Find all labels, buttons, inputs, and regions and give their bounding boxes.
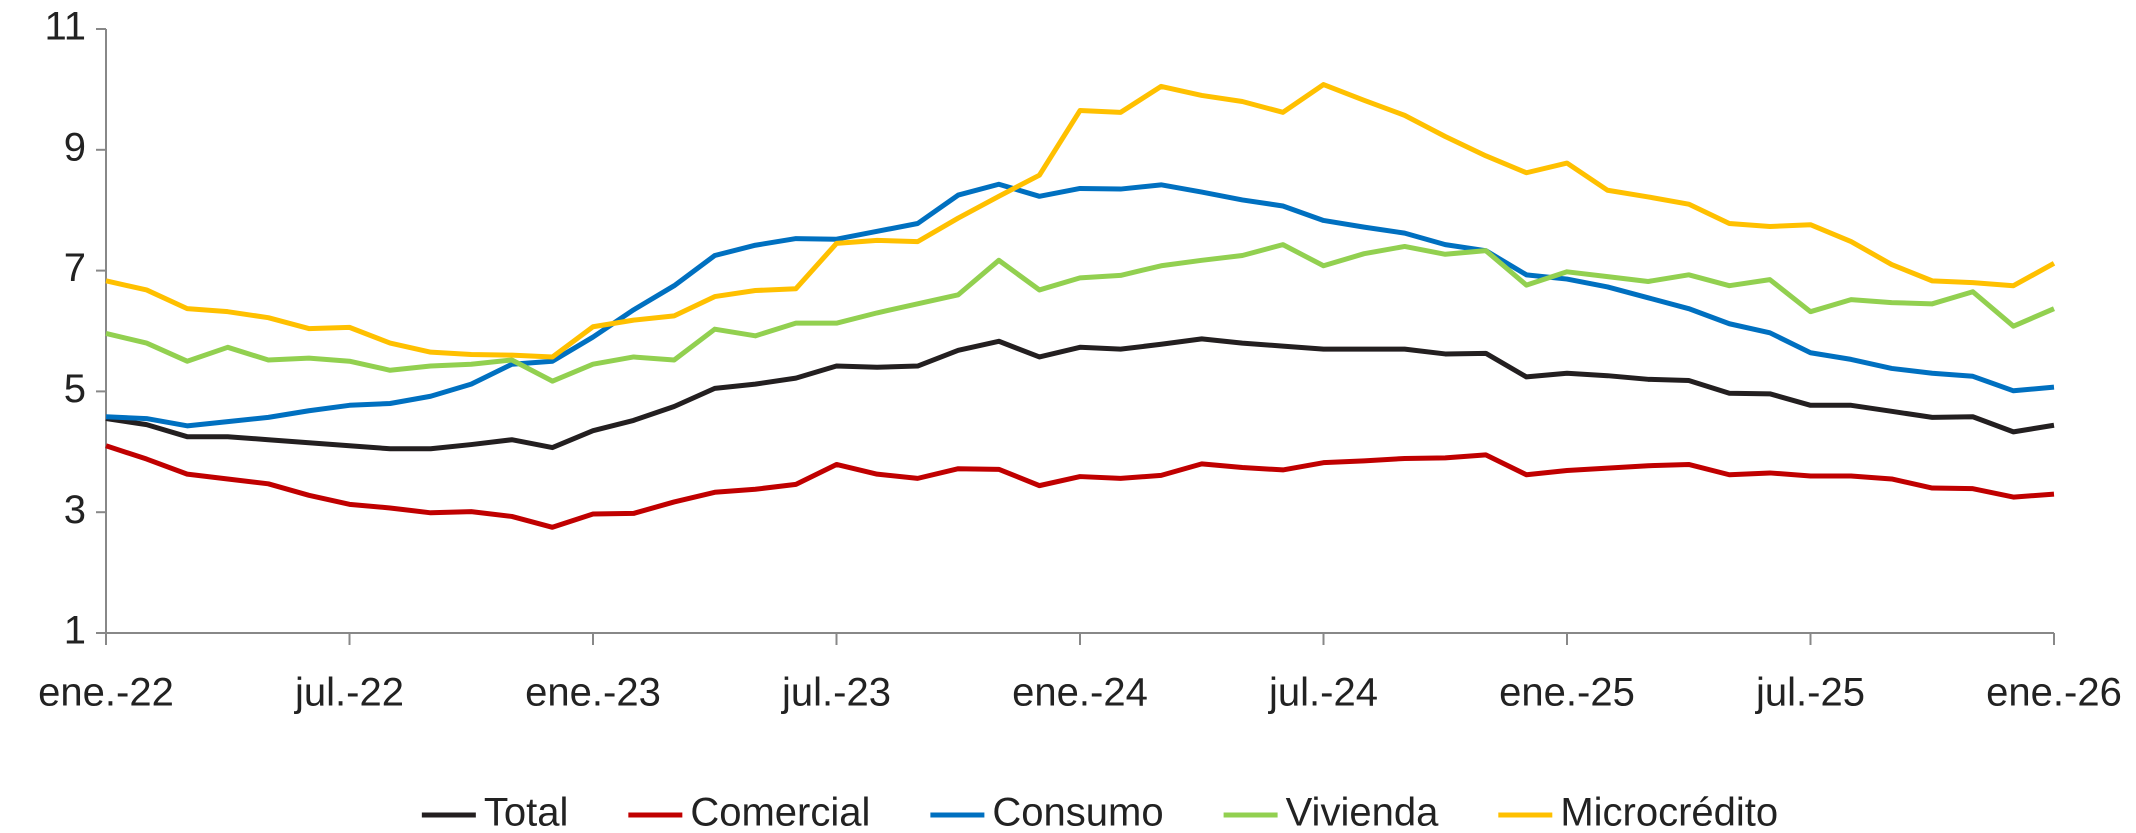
series-line [105,181,2055,429]
x-tick-label: jul.-22 [294,671,404,715]
y-tick-label: 9 [64,125,86,169]
y-tick-label: 11 [44,5,86,49]
x-tick-label: ene.-26 [1986,671,2122,715]
y-tick-label: 1 [64,609,86,653]
y-tick-label: 3 [64,488,86,532]
series-line [105,443,2055,530]
legend-label: Comercial [690,791,870,833]
x-tick-label: ene.-25 [1499,671,1635,715]
y-tick-label: 5 [64,367,86,411]
x-tick-label: ene.-22 [38,671,174,715]
legend-label: Consumo [992,791,1163,833]
y-tick-label: 7 [64,246,86,290]
x-tick-label: ene.-23 [525,671,661,715]
x-tick-label: jul.-25 [1755,671,1865,715]
series-line [105,82,2056,360]
x-tick-label: jul.-24 [1268,671,1378,715]
legend-label: Vivienda [1286,791,1439,833]
x-tick-label: ene.-24 [1012,671,1148,715]
x-tick-label: jul.-23 [781,671,891,715]
series-line [105,336,2055,452]
legend-label: Total [484,791,569,833]
legend-label: Microcrédito [1560,791,1778,833]
series-line [105,242,2055,384]
